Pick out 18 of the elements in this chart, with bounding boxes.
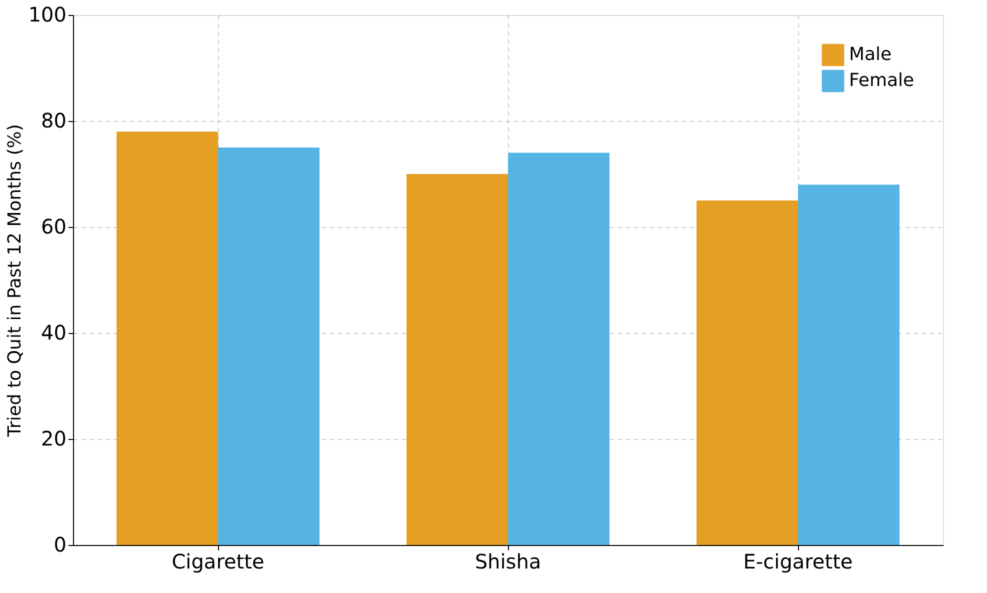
y-tick-label: 40 [41, 320, 66, 344]
bar [508, 152, 610, 545]
y-tick-label: 60 [41, 214, 66, 238]
y-tick-label: 0 [54, 532, 66, 556]
bar [798, 184, 900, 545]
y-tick-label: 20 [41, 426, 66, 450]
y-axis-title: Tried to Quit in Past 12 Months (%) [4, 124, 26, 438]
legend-label: Male [849, 44, 892, 65]
y-tick-label: 100 [28, 2, 66, 26]
y-tick-label: 80 [41, 108, 66, 132]
x-tick-label: Cigarette [172, 550, 264, 574]
bar [116, 132, 218, 545]
x-tick-label: E-cigarette [743, 550, 853, 574]
x-tick-label: Shisha [474, 550, 542, 574]
bar [218, 148, 320, 545]
legend-label: Female [849, 70, 914, 91]
bar [696, 200, 798, 545]
bar [406, 174, 508, 545]
